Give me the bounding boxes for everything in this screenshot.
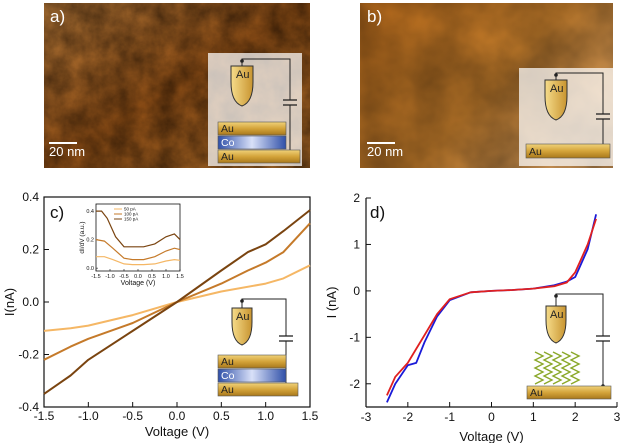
inset-y-axis-title: dI/dV (a.u.) xyxy=(79,221,86,253)
x-tick-label: 3 xyxy=(614,410,621,424)
layer-au-top-c: Au xyxy=(221,356,234,368)
inset-series-line-2 xyxy=(96,210,181,248)
x-tick-label: 1.5 xyxy=(302,409,319,423)
panel-letter-c: c) xyxy=(50,203,64,222)
inset-series-line-0 xyxy=(96,256,181,266)
x-axis-title: Voltage (V) xyxy=(145,424,209,439)
x-tick-label: 0.0 xyxy=(169,409,186,423)
x-tick-label: 0.5 xyxy=(213,409,230,423)
tip-schematic-b: Au xyxy=(544,72,610,146)
tip-label-b: Au xyxy=(550,83,563,95)
inset-x-tick-label: -0.5 xyxy=(119,274,128,280)
inset-series-line-1 xyxy=(95,239,181,261)
inset-legend-label-1: 100 pA xyxy=(124,212,138,217)
inset-x-tick-label: -1.0 xyxy=(105,274,114,280)
molecule-chain xyxy=(533,351,545,385)
inset-y-tick-label: 0.2 xyxy=(86,238,94,244)
inset-legend-label-0: 50 pA xyxy=(124,207,136,212)
inset-x-tick-label: 1.5 xyxy=(176,274,184,280)
y-tick-label: -0.4 xyxy=(18,400,39,414)
layer-au-bottom-a: Au xyxy=(221,151,234,163)
inset-x-axis-title: Voltage (V) xyxy=(121,280,156,287)
layer-au-b xyxy=(525,143,611,159)
x-tick-label: 1.0 xyxy=(257,409,274,423)
y-tick-label: -2 xyxy=(349,377,360,391)
layer-au-bottom-c: Au xyxy=(221,384,234,396)
y-tick-label: 0.4 xyxy=(22,190,39,204)
inset-chart: -1.5 -1.0 -0.5 0.0 0.5 1.0 1.5 0.0 0.2 0.4 Voltage… xyxy=(79,203,184,287)
layer-au-d xyxy=(526,385,612,400)
layer-au-label-d: Au xyxy=(530,387,543,399)
inset-x-tick-label: -1.5 xyxy=(91,274,100,280)
inset-y-tick-label: 0.4 xyxy=(86,209,94,215)
panel-letter-a: a) xyxy=(50,7,65,26)
x-tick-label: -0.5 xyxy=(122,409,143,423)
x-tick-label: -1.5 xyxy=(34,409,55,423)
inset-legend-label-2: 150 pA xyxy=(124,217,138,222)
layer-stack-c: Au Co Au xyxy=(217,354,299,397)
tip-label-a: Au xyxy=(236,69,249,81)
x-tick-label: 1 xyxy=(530,410,537,424)
x-tick-label: 2 xyxy=(572,410,579,424)
inset-x-tick-label: 0.0 xyxy=(134,274,142,280)
inset-x-tick-label: 0.5 xyxy=(148,274,156,280)
layer-au-top-a: Au xyxy=(221,123,234,135)
x-tick-label: -1.0 xyxy=(78,409,99,423)
chart-c: -1.5 -1.0 -0.5 0.0 0.5 1.0 1.5 -0.4 -0.2 0.0 0.2 0.… xyxy=(2,190,319,439)
chart-d: -3 -2 -1 0 1 2 3 -2 -1 0 1 2 Voltage (V) I (nA) xyxy=(324,191,621,443)
layer-stack-a: Au Co Au xyxy=(217,121,301,164)
y-tick-label: 2 xyxy=(353,191,360,205)
y-axis-title: I(nA) xyxy=(2,288,17,316)
x-tick-label: -1 xyxy=(444,410,455,424)
y-tick-label: -1 xyxy=(349,330,360,344)
inset-y-tick-label: 0.0 xyxy=(86,266,94,272)
molecule-chain xyxy=(569,351,581,385)
panel-letter-b: b) xyxy=(367,7,382,26)
layer-au-label-b: Au xyxy=(529,146,542,158)
x-tick-label: -3 xyxy=(361,410,372,424)
inset-x-tick-label: 1.0 xyxy=(162,274,170,280)
tip-label-c: Au xyxy=(236,311,249,323)
molecule-chain xyxy=(542,351,554,385)
layer-co-a: Co xyxy=(221,137,235,149)
scale-bar-label-a: 20 nm xyxy=(49,144,85,159)
molecule-chain xyxy=(560,351,572,385)
y-axis-title: I (nA) xyxy=(324,287,339,319)
series-line-1 xyxy=(43,222,311,361)
scale-bar-label-b: 20 nm xyxy=(367,144,403,159)
x-tick-label: -2 xyxy=(402,410,413,424)
molecule-chain xyxy=(551,351,563,385)
y-tick-label: 0 xyxy=(353,284,360,298)
series-line-2 xyxy=(43,209,311,395)
panel-letter-d: d) xyxy=(370,203,385,222)
tip-label-d: Au xyxy=(550,309,563,321)
molecule-layer-d xyxy=(533,351,581,385)
layer-co-c: Co xyxy=(221,370,235,382)
y-tick-label: 0.0 xyxy=(22,295,39,309)
y-tick-label: 0.2 xyxy=(22,243,39,257)
x-axis-title: Voltage (V) xyxy=(459,429,523,443)
x-tick-label: 0 xyxy=(488,410,495,424)
series-line-1 xyxy=(386,218,597,396)
tip-schematic-d: Au xyxy=(545,293,610,388)
y-tick-label: 1 xyxy=(353,237,360,251)
y-tick-label: -0.2 xyxy=(18,348,39,362)
